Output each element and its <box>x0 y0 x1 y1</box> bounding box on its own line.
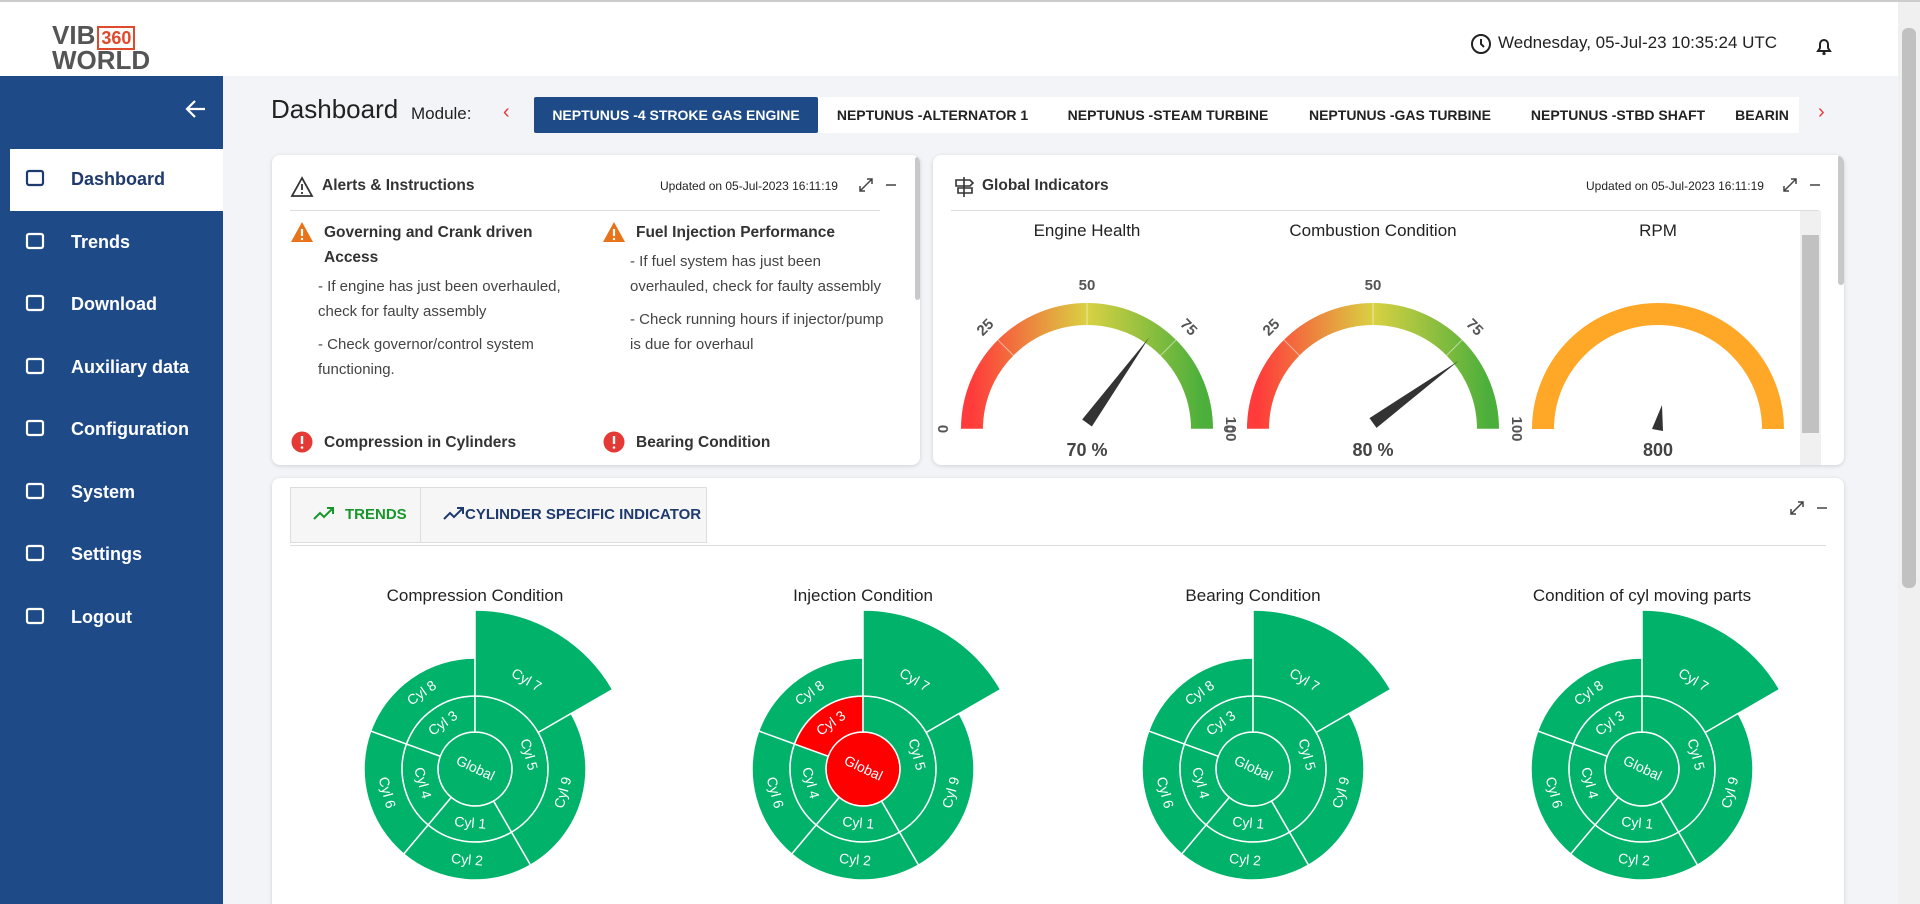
alert-bullet: - If fuel system has just been overhaule… <box>630 253 881 295</box>
alerts-icon <box>290 176 314 197</box>
divider <box>951 210 1819 211</box>
nav-item[interactable]: Download <box>10 274 223 336</box>
alert-title: Compression in Cylinders <box>324 434 517 451</box>
nav-item[interactable]: System <box>10 462 223 524</box>
page-title: Dashboard <box>271 94 399 124</box>
collapse-icon[interactable] <box>184 98 208 120</box>
alert-bullet: - Check running hours if injector/pump i… <box>630 311 884 353</box>
alert-item: Bearing Condition <box>602 430 892 459</box>
module-tab[interactable]: NEPTUNUS -GAS TURBINE <box>1289 97 1511 133</box>
alerts-controls[interactable] <box>858 175 902 195</box>
global-card: Global Indicators Updated on 05-Jul-2023… <box>933 155 1844 465</box>
nav-icon <box>25 607 45 624</box>
alerts-updated: Updated on 05-Jul-2023 16:11:19 <box>660 179 838 193</box>
nav-item[interactable]: Trends <box>10 212 223 274</box>
alerts-scrollbar[interactable] <box>915 157 920 300</box>
tab-icon <box>313 507 334 520</box>
nav-label: Configuration <box>71 419 189 439</box>
module-tab[interactable]: NEPTUNUS -STEAM TURBINE <box>1047 97 1289 133</box>
datetime: Wednesday, 05-Jul-23 10:35:24 UTC <box>1498 33 1778 52</box>
logo[interactable]: VIB 360 WORLD <box>52 22 150 73</box>
nav-item[interactable]: Settings <box>10 524 223 586</box>
nav-label: Logout <box>71 606 132 627</box>
alert-item: Governing and Crank driven Access - If en… <box>290 220 580 390</box>
alert-title: Fuel Injection Performance <box>636 224 835 241</box>
nav-icon <box>25 169 45 187</box>
nav-label: Settings <box>71 544 143 564</box>
nav-item[interactable]: Auxiliary data <box>10 337 223 399</box>
nav-label: System <box>71 481 136 502</box>
nav-icon <box>25 482 45 499</box>
module-label: Module: <box>411 104 472 123</box>
page-scrollbar[interactable] <box>1898 2 1920 904</box>
bottom-card: TRENDS CYLINDER SPECIFIC INDICATOR <box>272 478 1844 904</box>
logo-top: VIB <box>52 20 96 50</box>
nav-icon <box>25 232 45 249</box>
nav-label: Auxiliary data <box>71 356 190 377</box>
nav-item[interactable]: Configuration <box>10 399 223 461</box>
tabs-prev[interactable]: ‹ <box>503 101 510 123</box>
nav-item[interactable]: Logout <box>10 587 223 649</box>
nav-label: Dashboard <box>71 169 166 189</box>
tabs-next[interactable]: › <box>1818 101 1825 123</box>
top-line <box>0 0 1920 2</box>
alert-icon <box>603 222 625 242</box>
alerts-title: Alerts & Instructions <box>322 177 475 194</box>
nav-icon <box>25 357 45 374</box>
global-outer-scrollbar[interactable] <box>1838 155 1844 285</box>
alert-icon <box>291 222 313 242</box>
alert-item: Fuel Injection Performance - If fuel syst… <box>602 220 892 365</box>
global-icon <box>955 177 975 197</box>
alert-icon <box>603 431 625 453</box>
panel-tab[interactable]: CYLINDER SPECIFIC INDICATOR <box>420 487 707 543</box>
alert-title: Governing and Crank driven Access <box>324 224 533 266</box>
sidebar: Dashboard Trends Download Auxiliary data Con… <box>0 76 223 904</box>
bell-icon[interactable] <box>1812 34 1836 58</box>
header: VIB 360 WORLD Wednesday, 05-Jul-23 10:35:… <box>0 2 1898 76</box>
alerts-card: Alerts & Instructions Updated on 05-Jul-… <box>272 155 920 465</box>
alert-bullet: - Check governor/control system function… <box>318 336 534 378</box>
divider <box>290 545 1826 546</box>
bottom-controls[interactable] <box>1789 498 1833 518</box>
global-title: Global Indicators <box>982 177 1109 194</box>
module-tab[interactable]: NEPTUNUS -ALTERNATOR 1 <box>818 97 1047 133</box>
tab-label: CYLINDER SPECIFIC INDICATOR <box>465 506 702 523</box>
nav-icon <box>25 544 45 562</box>
divider <box>290 210 880 211</box>
clock-icon <box>1471 34 1491 54</box>
nav-icon <box>25 294 45 312</box>
logo-bottom: WORLD <box>52 45 151 75</box>
tab-icon <box>443 507 464 520</box>
module-tab[interactable]: BEARIN <box>1725 97 1799 133</box>
logo-badge: 360 <box>97 26 136 50</box>
alert-item: Compression in Cylinders <box>290 430 580 459</box>
nav-label: Download <box>71 294 157 314</box>
tab-label: TRENDS <box>345 506 407 523</box>
nav-label: Trends <box>71 231 131 252</box>
nav-icon <box>25 419 45 437</box>
nav-item[interactable]: Dashboard <box>10 149 223 211</box>
global-scrollbar[interactable] <box>1800 211 1821 465</box>
global-controls[interactable] <box>1782 175 1826 195</box>
panel-tab[interactable]: TRENDS <box>290 487 422 543</box>
module-tab[interactable]: NEPTUNUS -4 STROKE GAS ENGINE <box>534 97 818 133</box>
module-tab[interactable]: NEPTUNUS -STBD SHAFT <box>1511 97 1725 133</box>
alert-title: Bearing Condition <box>636 434 771 451</box>
alert-bullet: - If engine has just been overhauled, ch… <box>318 278 561 320</box>
alert-icon <box>291 431 313 453</box>
global-updated: Updated on 05-Jul-2023 16:11:19 <box>1586 179 1764 193</box>
